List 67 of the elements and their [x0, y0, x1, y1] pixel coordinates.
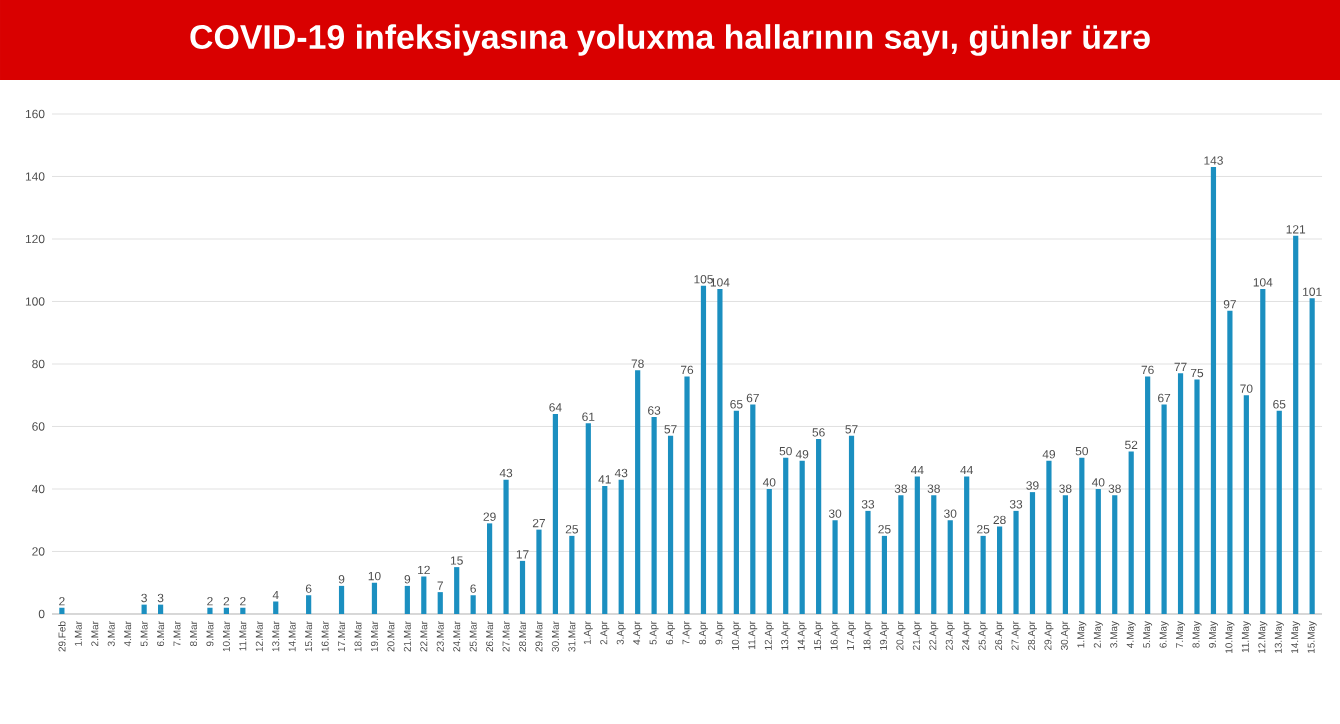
bar [503, 479, 509, 614]
bar [1128, 451, 1134, 614]
bar [552, 413, 559, 614]
bar [536, 529, 542, 614]
bar [618, 479, 624, 614]
bar [717, 288, 723, 614]
bar [437, 592, 443, 614]
bar [1145, 376, 1151, 614]
bar [338, 585, 345, 614]
bar [1079, 457, 1085, 614]
bar [914, 476, 920, 614]
bar [996, 526, 1003, 614]
bar [273, 601, 279, 614]
bar [700, 285, 707, 614]
bar [141, 604, 147, 614]
bar [816, 438, 822, 614]
bar [1062, 495, 1068, 614]
bar [1194, 379, 1200, 614]
bar [1276, 410, 1282, 614]
bar [1243, 395, 1249, 614]
bar [733, 410, 739, 614]
bar [470, 595, 476, 614]
bar [964, 476, 970, 614]
bar [1013, 510, 1019, 614]
bar [404, 585, 410, 614]
bar [585, 423, 591, 614]
bar [1177, 373, 1184, 614]
bar [750, 404, 756, 614]
bar [157, 604, 164, 614]
bar [240, 607, 246, 614]
bar [454, 567, 460, 614]
bar [1095, 489, 1101, 614]
bar [519, 560, 526, 614]
bar [931, 495, 937, 614]
bar [602, 485, 608, 614]
bar [980, 535, 986, 614]
bar [684, 376, 690, 614]
bar [1046, 460, 1052, 614]
bar [1293, 235, 1299, 614]
bar [1260, 288, 1266, 614]
bar [766, 489, 772, 614]
bar [207, 607, 213, 614]
bar [223, 607, 229, 614]
bar [569, 535, 575, 614]
bar [947, 520, 953, 614]
bar [783, 457, 789, 614]
chart-title: COVID-19 infeksiyasına yoluxma hallarının sayı, günlər üzrə [190, 24, 1150, 56]
bar [667, 435, 674, 614]
bar [881, 535, 888, 614]
bar [848, 435, 855, 614]
bar [1227, 310, 1233, 614]
bar [832, 520, 838, 614]
bar [59, 607, 65, 614]
bar [421, 576, 427, 614]
bar [1112, 495, 1118, 614]
bar [1210, 167, 1217, 614]
bar [1029, 492, 1036, 614]
bar [306, 595, 312, 614]
bar [898, 495, 904, 614]
bar [1309, 298, 1315, 614]
bar [487, 523, 493, 614]
bar [865, 510, 871, 614]
bar [371, 582, 378, 614]
bar [651, 417, 657, 614]
bar [799, 460, 805, 614]
bar [1161, 404, 1167, 614]
bar [635, 370, 641, 614]
